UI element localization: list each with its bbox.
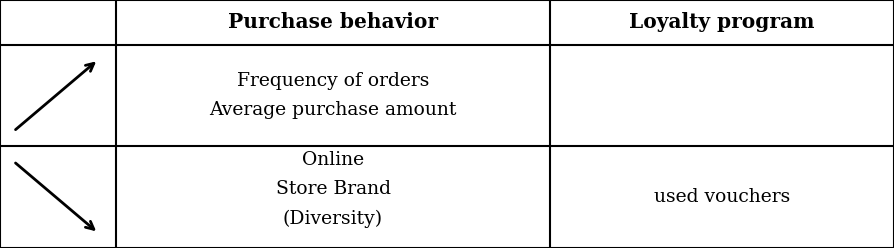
- Text: Loyalty program: Loyalty program: [629, 12, 814, 32]
- Text: Purchase behavior: Purchase behavior: [228, 12, 438, 32]
- Text: Online
Store Brand
(Diversity): Online Store Brand (Diversity): [275, 151, 391, 228]
- Text: used vouchers: used vouchers: [654, 188, 790, 206]
- Text: Frequency of orders
Average purchase amount: Frequency of orders Average purchase amo…: [209, 72, 457, 119]
